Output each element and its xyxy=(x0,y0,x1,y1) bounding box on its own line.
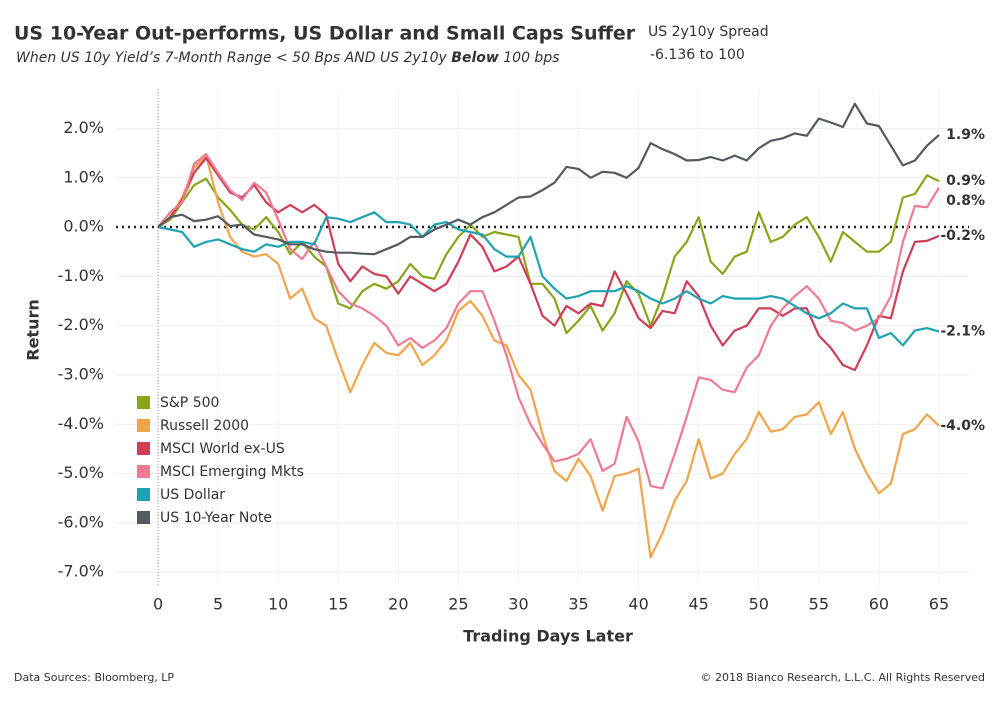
x-tick-label: 50 xyxy=(749,595,769,614)
x-tick-label: 25 xyxy=(448,595,468,614)
end-label: 1.9% xyxy=(946,127,985,143)
y-tick-label: -7.0% xyxy=(58,562,104,581)
y-tick-label: -4.0% xyxy=(58,414,104,433)
filter-range: -6.136 to 100 xyxy=(650,47,745,63)
y-tick-label: -3.0% xyxy=(58,364,104,383)
x-tick-label: 5 xyxy=(213,595,223,614)
legend-swatch xyxy=(137,488,150,501)
x-tick-label: 65 xyxy=(929,595,949,614)
end-label: -2.1% xyxy=(940,324,985,340)
y-tick-label: -5.0% xyxy=(58,463,104,482)
y-tick-label: -2.0% xyxy=(58,315,104,334)
x-tick-label: 10 xyxy=(268,595,288,614)
legend-swatch xyxy=(137,419,150,432)
chart-title: US 10-Year Out-performs, US Dollar and S… xyxy=(14,23,636,45)
subtitle-part: 100 bps xyxy=(499,50,560,66)
x-tick-label: 30 xyxy=(508,595,528,614)
end-label: 0.9% xyxy=(946,173,985,189)
x-tick-label: 55 xyxy=(809,595,829,614)
end-label: 0.8% xyxy=(946,193,985,209)
x-tick-label: 40 xyxy=(628,595,648,614)
legend-label: US 10-Year Note xyxy=(160,510,272,526)
legend-label: MSCI Emerging Mkts xyxy=(160,464,304,480)
source-note: Data Sources: Bloomberg, LP xyxy=(14,671,174,684)
x-tick-label: 15 xyxy=(328,595,348,614)
x-tick-label: 20 xyxy=(388,595,408,614)
x-tick-label: 60 xyxy=(869,595,889,614)
series-line xyxy=(157,102,940,256)
y-tick-label: -6.0% xyxy=(58,512,104,531)
legend-label: Russell 2000 xyxy=(160,418,249,434)
legend-swatch xyxy=(137,396,150,409)
x-tick-label: 45 xyxy=(689,595,709,614)
y-tick-label: 1.0% xyxy=(63,167,104,186)
end-label: -0.2% xyxy=(940,228,985,244)
y-tick-label: -1.0% xyxy=(58,266,104,285)
subtitle-part: Below xyxy=(451,50,499,66)
chart-subtitle: When US 10y Yield’s 7-Month Range < 50 B… xyxy=(16,50,560,66)
x-tick-label: 35 xyxy=(568,595,588,614)
y-tick-label: 2.0% xyxy=(63,118,104,137)
series-line xyxy=(157,154,940,559)
y-tick-label: 0.0% xyxy=(63,217,104,236)
series-line xyxy=(157,174,940,335)
legend-label: MSCI World ex-US xyxy=(160,441,285,457)
legend-label: US Dollar xyxy=(160,487,225,503)
subtitle-part: When US 10y Yield’s 7-Month Range < 50 B… xyxy=(16,50,451,66)
y-axis-title: Return xyxy=(24,299,43,361)
copyright-note: © 2018 Bianco Research, L.L.C. All Right… xyxy=(701,671,985,684)
x-tick-label: 0 xyxy=(153,595,163,614)
x-axis-title: Trading Days Later xyxy=(463,627,633,646)
end-label: -4.0% xyxy=(940,418,985,434)
series-line xyxy=(157,156,940,372)
legend-label: S&P 500 xyxy=(160,395,219,411)
legend-swatch xyxy=(137,465,150,478)
legend-swatch xyxy=(137,442,150,455)
filter-title: US 2y10y Spread xyxy=(648,24,769,40)
legend-swatch xyxy=(137,511,150,524)
